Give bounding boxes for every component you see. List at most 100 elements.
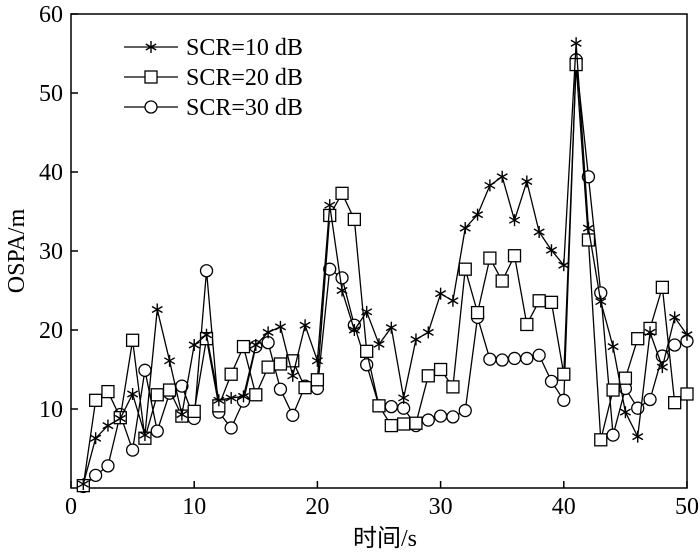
circle-marker bbox=[150, 424, 164, 438]
square-marker bbox=[507, 249, 522, 263]
star-marker bbox=[508, 214, 521, 227]
square-marker bbox=[680, 387, 694, 401]
star-marker bbox=[459, 222, 471, 235]
star-marker bbox=[582, 222, 595, 235]
circle-marker bbox=[421, 413, 435, 427]
star-marker bbox=[139, 429, 151, 442]
circle-marker bbox=[507, 351, 522, 366]
legend-label: SCR=10 dB bbox=[186, 35, 303, 61]
x-tick-label: 50 bbox=[675, 494, 699, 520]
square-marker bbox=[150, 388, 164, 402]
circle-marker bbox=[606, 428, 620, 442]
star-marker bbox=[250, 339, 262, 352]
square-marker bbox=[249, 388, 263, 402]
star-marker bbox=[299, 319, 311, 332]
star-marker bbox=[435, 287, 447, 300]
legend: SCR=10 dB SCR=20 dB SCR=30 dB bbox=[124, 35, 303, 121]
y-tick-label: 40 bbox=[39, 160, 63, 186]
y-axis-title: OSPA/m bbox=[4, 208, 30, 293]
circle-marker bbox=[520, 351, 534, 366]
star-marker bbox=[644, 326, 656, 339]
star-marker bbox=[681, 328, 693, 341]
circle-marker bbox=[433, 409, 448, 423]
square-marker bbox=[470, 305, 485, 320]
square-marker bbox=[594, 433, 608, 447]
star-marker bbox=[607, 340, 619, 353]
square-marker bbox=[125, 333, 140, 347]
axis-ticks bbox=[70, 13, 688, 488]
square-marker bbox=[347, 212, 362, 227]
star-marker bbox=[311, 354, 323, 367]
star-marker bbox=[656, 361, 668, 374]
y-tick-label: 60 bbox=[39, 2, 63, 28]
x-tick-label: 30 bbox=[429, 494, 453, 520]
legend-label: SCR=20 dB bbox=[186, 65, 303, 91]
star-marker bbox=[213, 394, 225, 407]
square-marker bbox=[483, 251, 497, 265]
star-marker bbox=[114, 412, 126, 425]
square-marker bbox=[631, 332, 645, 346]
circle-marker bbox=[643, 392, 657, 407]
star-marker bbox=[225, 391, 237, 404]
circle-marker bbox=[495, 353, 509, 367]
star-marker bbox=[385, 321, 397, 334]
circle-marker bbox=[668, 338, 682, 352]
square-marker bbox=[655, 280, 670, 294]
series-line bbox=[82, 43, 688, 485]
star-marker bbox=[361, 305, 373, 318]
star-marker bbox=[484, 179, 496, 192]
star-marker bbox=[595, 295, 607, 308]
star-marker bbox=[127, 387, 139, 400]
x-axis-title: 时间/s bbox=[353, 525, 417, 552]
circle-marker bbox=[335, 271, 349, 285]
square-marker bbox=[310, 373, 325, 387]
circle-marker bbox=[396, 401, 411, 415]
y-tick-label: 20 bbox=[39, 318, 63, 344]
legend-entry: SCR=30 dB bbox=[124, 95, 303, 121]
y-tick-label: 30 bbox=[39, 239, 63, 265]
square-marker bbox=[409, 416, 423, 430]
square-marker bbox=[495, 274, 509, 288]
square-marker bbox=[606, 383, 620, 397]
circle-marker bbox=[224, 421, 238, 435]
square-marker bbox=[532, 294, 546, 308]
square-marker bbox=[372, 399, 386, 413]
legend-label: SCR=30 dB bbox=[186, 95, 303, 121]
circle-marker bbox=[323, 262, 337, 276]
star-marker bbox=[188, 339, 200, 352]
circle-marker bbox=[532, 348, 546, 362]
circle-marker bbox=[88, 468, 103, 483]
plot-frame bbox=[70, 13, 688, 489]
x-tick-labels: 0 10 20 30 40 50 bbox=[65, 494, 699, 520]
legend-entry: SCR=10 dB bbox=[124, 35, 303, 61]
star-marker bbox=[90, 432, 102, 445]
circle-marker bbox=[483, 352, 497, 366]
star-marker bbox=[151, 303, 163, 316]
square-marker bbox=[101, 384, 115, 399]
x-tick-label: 0 bbox=[65, 494, 77, 520]
square-marker bbox=[162, 383, 177, 397]
legend-entry: SCR=20 dB bbox=[124, 65, 303, 91]
square-marker bbox=[298, 381, 312, 395]
star-marker bbox=[398, 391, 410, 404]
star-marker bbox=[348, 324, 360, 336]
star-marker bbox=[545, 244, 558, 257]
star-marker bbox=[496, 170, 508, 183]
square-marker bbox=[557, 367, 571, 381]
square-marker bbox=[224, 367, 238, 381]
circle-marker bbox=[101, 459, 115, 473]
star-marker bbox=[632, 430, 644, 443]
star-marker bbox=[176, 408, 188, 421]
star-marker bbox=[324, 199, 336, 212]
circle-marker bbox=[384, 399, 398, 414]
square-marker bbox=[458, 262, 472, 276]
circle-marker bbox=[199, 264, 214, 278]
circle-marker bbox=[273, 382, 288, 396]
star-marker bbox=[77, 478, 89, 491]
circle-marker bbox=[557, 393, 571, 407]
star-marker bbox=[163, 354, 176, 367]
square-marker bbox=[144, 70, 158, 84]
square-marker bbox=[520, 317, 534, 332]
x-tick-label: 20 bbox=[305, 494, 329, 520]
series-scr-20-db bbox=[76, 57, 694, 493]
